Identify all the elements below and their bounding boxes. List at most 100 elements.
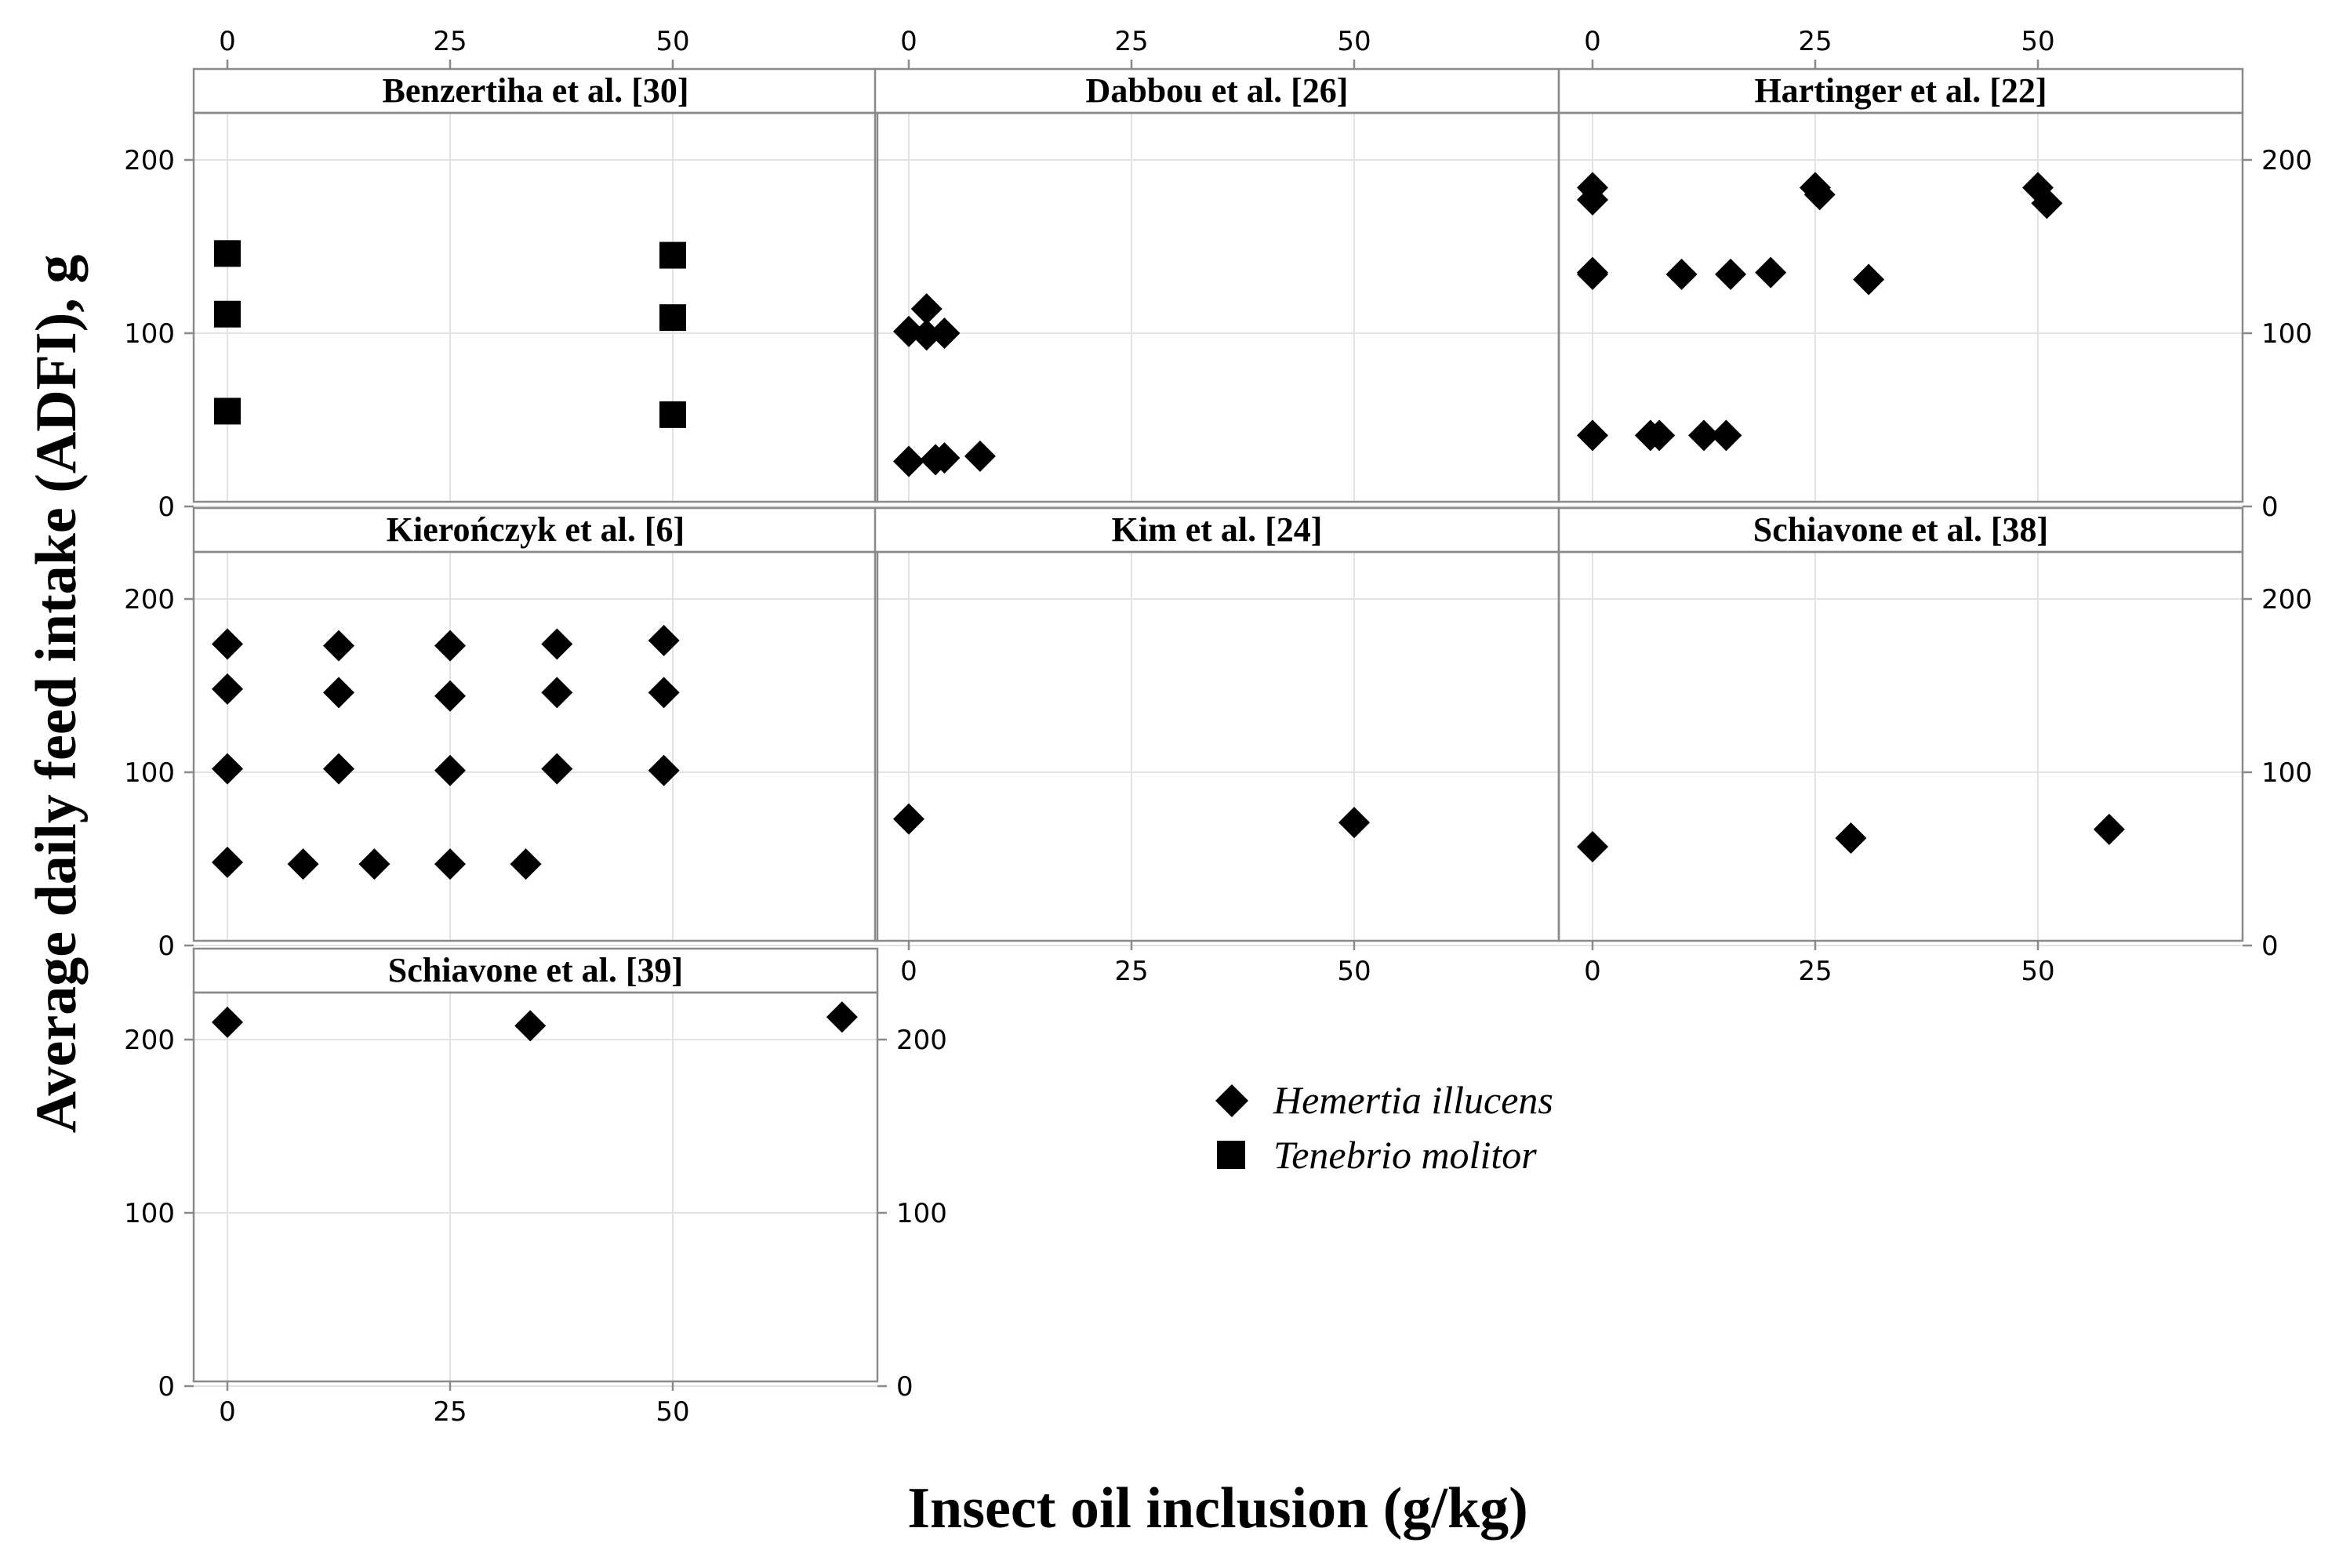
point-hemertia [910,319,943,351]
panel-frame [192,111,879,503]
point-hemertia [434,680,466,712]
point-hemertia [1577,831,1608,863]
point-hemertia [893,445,924,477]
point-hemertia [323,677,354,709]
panel-frame [874,550,1560,942]
point-hemertia [287,848,319,880]
point-tenebrio [659,241,686,269]
point-hemertia [212,673,243,705]
points-layer [212,172,2125,1042]
panel-strip [192,506,879,554]
y-tick-label: 200 [124,145,175,176]
y-tick-label: 0 [158,931,175,962]
panel-strip [192,947,879,994]
y-tick-label: 100 [896,1198,947,1229]
panel-frame [192,550,879,942]
x-tick-label: 50 [1337,956,1371,987]
point-hemertia [928,318,961,349]
x-tick-label: 50 [2021,956,2054,987]
point-hemertia [434,630,466,662]
point-hemertia [541,753,573,785]
point-hemertia [893,803,924,835]
y-tick-label: 200 [896,1025,947,1056]
point-hemertia [212,753,243,785]
point-tenebrio [214,397,241,425]
point-hemertia [323,630,354,662]
legend-label-hemertia: Hemertia illucens [1273,1078,1553,1122]
point-hemertia [2031,187,2063,220]
point-hemertia [358,848,390,880]
y-tick-label: 200 [2261,584,2312,615]
tick-layer: 0 25 50 0 25 50 0 25 50 0 25 50 0 25 50 0 25 50 0 100 200 0 10… [124,26,2312,1428]
point-hemertia [1710,419,1742,452]
point-hemertia [1835,822,1867,854]
y-tick-label: 100 [124,1198,175,1229]
x-tick-label: 50 [656,26,689,57]
point-hemertia [928,442,961,474]
point-hemertia [1577,419,1608,452]
point-hemertia [510,848,542,880]
y-tick-label: 100 [124,757,175,789]
y-tick-label: 200 [124,584,175,615]
point-hemertia [434,848,466,880]
x-tick-label: 0 [1584,956,1601,987]
panel-frame [1557,550,2244,942]
panel-strip [192,67,879,114]
point-hemertia [1755,256,1787,289]
panel-title: Kierończyk et al. [6] [387,510,685,549]
y-tick-label: 0 [2261,492,2279,523]
point-tenebrio [659,304,686,332]
point-hemertia [323,753,354,785]
point-tenebrio [659,401,686,428]
panel-strip [874,506,1560,554]
point-hemertia [910,293,943,325]
point-hemertia [1644,419,1676,452]
panel-frame [1557,111,2244,503]
point-hemertia [826,1001,858,1033]
point-hemertia [1688,419,1720,452]
x-tick-label: 25 [433,26,467,57]
point-hemertia [212,1006,243,1038]
point-hemertia [1665,258,1698,290]
x-tick-label: 25 [1798,26,1832,57]
point-hemertia [1715,258,1747,290]
panel-title: Schiavone et al. [38] [1753,510,2048,549]
point-hemertia [212,846,243,878]
y-tick-label: 100 [2261,757,2312,789]
point-tenebrio [214,300,241,328]
point-hemertia [648,625,680,657]
y-tick-label: 100 [2261,318,2312,350]
legend: Hemertia illucens Tenebrio molitor [1215,1078,1553,1177]
x-tick-label: 50 [2021,26,2054,57]
panel-title: Hartinger et al. [22] [1754,71,2047,110]
point-hemertia [541,628,573,660]
x-tick-label: 25 [1798,956,1832,987]
point-hemertia [212,628,243,660]
x-tick-label: 25 [1114,956,1148,987]
point-hemertia [514,1010,547,1042]
x-tick-label: 0 [900,956,917,987]
x-axis-title: Insect oil inclusion (g/kg) [907,1476,1528,1541]
y-tick-label: 0 [896,1371,913,1403]
legend-marker-tenebrio [1217,1141,1245,1169]
point-hemertia [434,754,466,786]
panel-title: Benzertiha et al. [30] [383,71,689,110]
point-hemertia [648,754,680,786]
legend-label-tenebrio: Tenebrio molitor [1273,1133,1537,1177]
point-hemertia [1338,807,1370,839]
point-hemertia [1577,258,1608,290]
x-tick-label: 25 [1114,26,1148,57]
grid-layer [194,113,2243,1387]
point-hemertia [2093,813,2125,845]
panel-frame [192,991,879,1383]
panel-strip [1557,506,2244,554]
panel-frames-layer: Benzertiha et al. [30] Dabbou et al. [26]… [192,67,2244,1383]
point-hemertia [1577,183,1608,216]
panel-title: Dabbou et al. [26] [1086,71,1349,110]
point-hemertia [541,677,573,709]
x-tick-label: 25 [433,1396,467,1428]
point-hemertia [964,440,996,472]
y-tick-label: 0 [158,1371,175,1403]
y-tick-label: 200 [2261,145,2312,176]
